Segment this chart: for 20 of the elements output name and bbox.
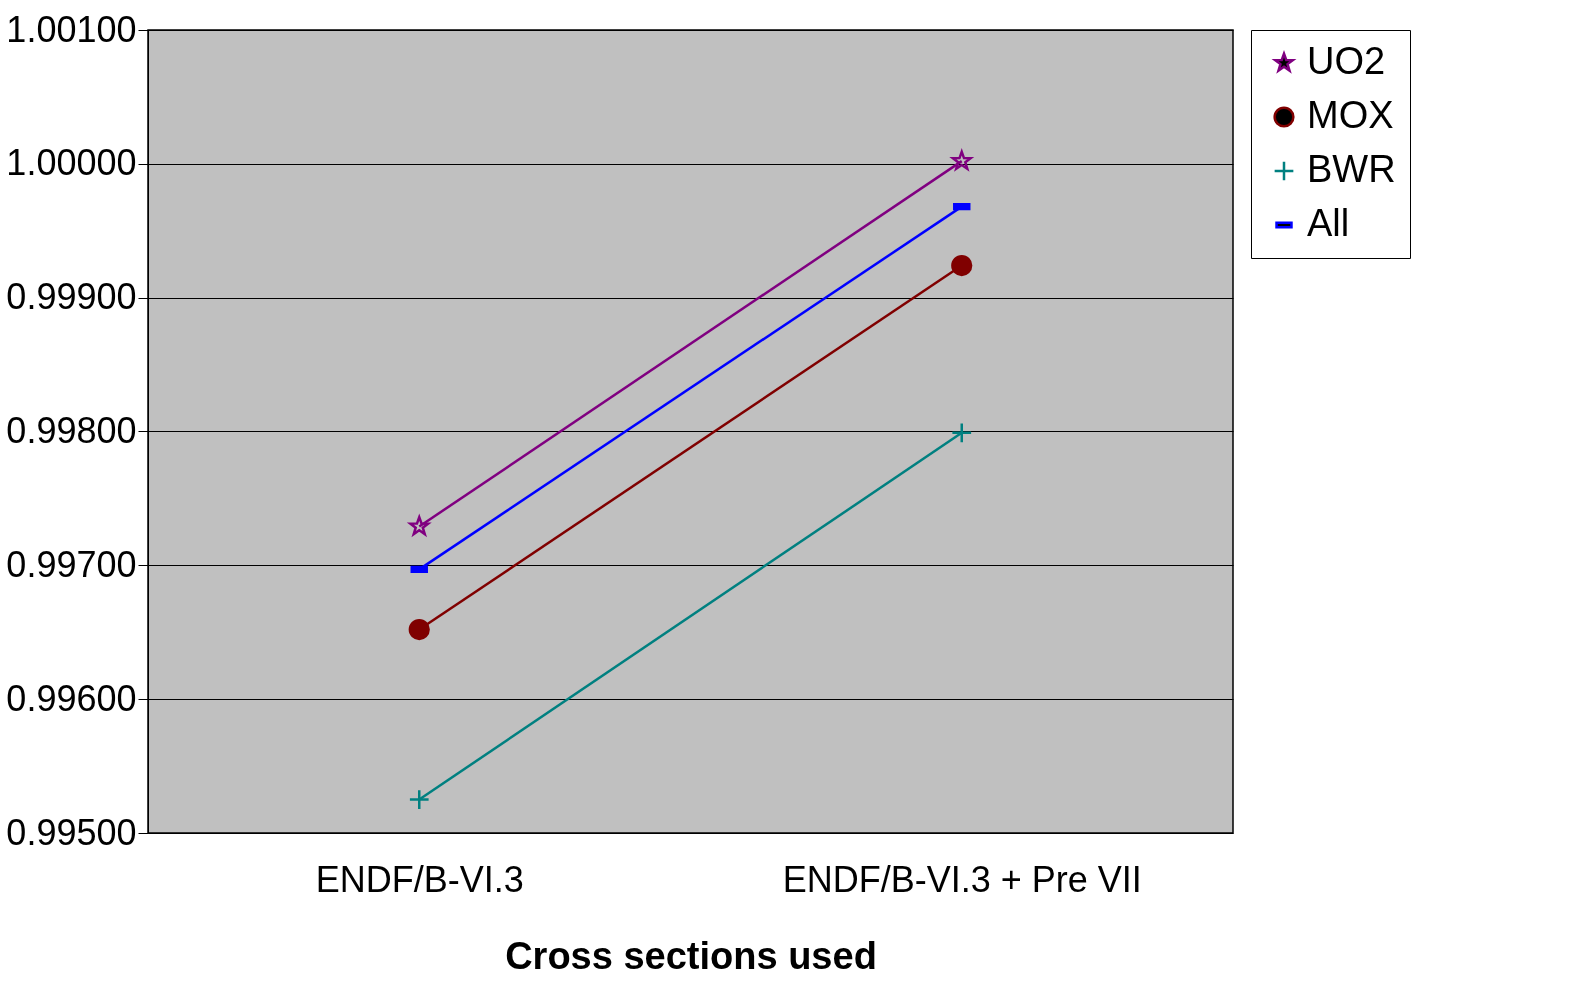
x-tick-label: ENDF/B-VI.3 + Pre VII xyxy=(782,858,1142,900)
y-tick-label: 0.99600 xyxy=(6,677,137,719)
y-tick-label: 1.00100 xyxy=(6,8,137,50)
legend-label: All xyxy=(1307,202,1350,244)
y-tick-label: 0.99800 xyxy=(6,410,137,451)
x-axis-title: Cross sections used xyxy=(505,934,877,977)
y-tick-label: 1.00000 xyxy=(6,142,137,184)
legend-label: UO2 xyxy=(1307,40,1386,82)
point xyxy=(951,422,973,444)
y-tick-label: 0.99700 xyxy=(6,543,137,585)
legend-label: BWR xyxy=(1307,148,1396,190)
y-tick-label: 0.99500 xyxy=(6,811,137,853)
point xyxy=(951,254,973,277)
point xyxy=(408,788,430,811)
legend-label: MOX xyxy=(1307,94,1394,136)
x-tick-label: ENDF/B-VI.3 xyxy=(315,858,524,900)
point xyxy=(407,513,432,538)
point xyxy=(408,618,430,641)
point xyxy=(949,148,974,172)
y-tick-label: 0.99900 xyxy=(6,276,137,318)
